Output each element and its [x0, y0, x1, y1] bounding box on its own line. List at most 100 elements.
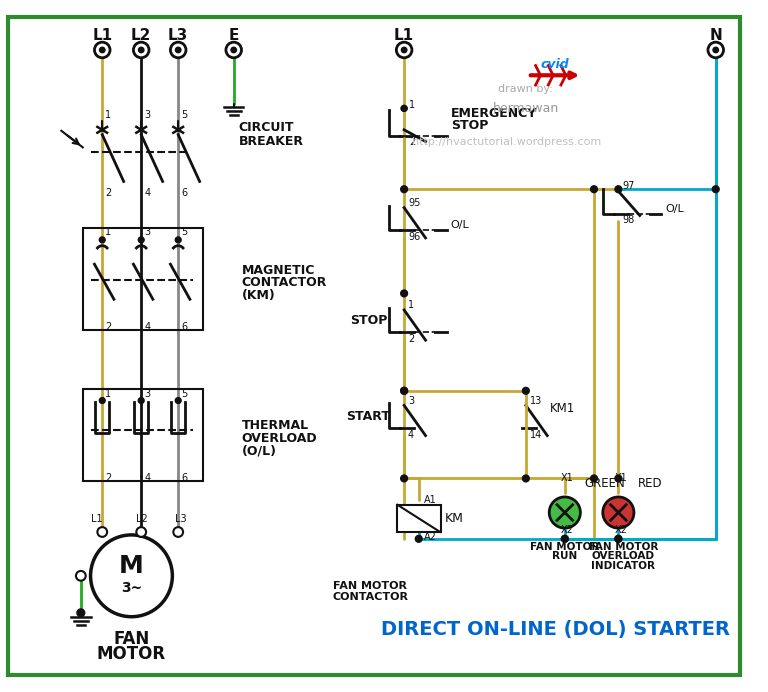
Text: 5: 5: [181, 389, 187, 399]
Text: KM: KM: [445, 512, 464, 525]
Text: 3: 3: [144, 389, 151, 399]
Text: MOTOR: MOTOR: [97, 645, 166, 663]
Text: FAN MOTOR: FAN MOTOR: [530, 542, 600, 552]
Text: STOP: STOP: [451, 120, 488, 132]
Circle shape: [175, 398, 181, 403]
Text: L3: L3: [168, 28, 188, 43]
Text: 4: 4: [408, 430, 414, 439]
Text: 3: 3: [144, 227, 151, 237]
Text: O/L: O/L: [451, 220, 469, 230]
Circle shape: [401, 290, 408, 297]
Circle shape: [175, 237, 181, 243]
Text: 6: 6: [181, 188, 187, 198]
Text: 6: 6: [181, 473, 187, 484]
Circle shape: [522, 388, 529, 394]
Text: cvid: cvid: [541, 58, 569, 71]
Text: CONTACTOR: CONTACTOR: [332, 592, 408, 602]
Text: 4: 4: [144, 322, 151, 332]
Text: 2: 2: [105, 188, 111, 198]
Text: 4: 4: [144, 473, 151, 484]
Text: OVERLOAD: OVERLOAD: [241, 432, 317, 445]
Text: OVERLOAD: OVERLOAD: [591, 552, 655, 561]
Circle shape: [561, 536, 568, 543]
Circle shape: [138, 47, 144, 53]
Text: INDICATOR: INDICATOR: [591, 561, 655, 571]
Text: 3: 3: [408, 396, 414, 406]
Circle shape: [175, 47, 181, 53]
Circle shape: [396, 42, 412, 57]
Text: L1: L1: [91, 514, 102, 525]
Circle shape: [603, 497, 634, 528]
Circle shape: [134, 42, 149, 57]
Circle shape: [138, 237, 144, 243]
Text: 2: 2: [409, 138, 415, 147]
Text: hermawan: hermawan: [493, 102, 559, 115]
Text: 1: 1: [105, 110, 111, 120]
Text: 1: 1: [105, 389, 111, 399]
Bar: [83, 228, 203, 330]
Text: A2: A2: [424, 532, 436, 542]
Text: 2: 2: [105, 322, 111, 332]
Text: L2: L2: [131, 28, 151, 43]
Circle shape: [401, 388, 408, 394]
Circle shape: [615, 536, 622, 543]
Circle shape: [99, 237, 105, 243]
Circle shape: [402, 47, 407, 53]
Text: 14: 14: [530, 430, 542, 439]
Circle shape: [170, 42, 186, 57]
Text: O/L: O/L: [665, 203, 684, 214]
Text: 3: 3: [144, 110, 151, 120]
Text: 5: 5: [181, 227, 187, 237]
Circle shape: [226, 42, 241, 57]
Text: L3: L3: [175, 514, 187, 525]
Text: START: START: [346, 410, 389, 423]
Text: L2: L2: [137, 514, 148, 525]
Text: 3~: 3~: [121, 581, 142, 596]
Text: 1: 1: [409, 100, 415, 111]
Circle shape: [138, 398, 144, 403]
Circle shape: [91, 535, 172, 617]
Text: A1: A1: [424, 495, 436, 505]
Circle shape: [174, 527, 183, 537]
Circle shape: [561, 536, 568, 543]
Text: http://hvactutorial.wordpress.com: http://hvactutorial.wordpress.com: [412, 138, 601, 147]
Text: CIRCUIT: CIRCUIT: [239, 121, 294, 134]
Text: DIRECT ON-LINE (DOL) STARTER: DIRECT ON-LINE (DOL) STARTER: [381, 620, 730, 639]
Text: X2: X2: [614, 525, 627, 535]
Text: GREEN: GREEN: [584, 477, 625, 490]
Text: X1: X1: [614, 473, 627, 484]
Circle shape: [100, 47, 105, 53]
Circle shape: [77, 609, 84, 617]
Circle shape: [94, 42, 110, 57]
Circle shape: [401, 105, 407, 111]
Circle shape: [591, 475, 598, 482]
Circle shape: [615, 536, 622, 543]
Text: KM1: KM1: [550, 402, 575, 415]
Circle shape: [98, 527, 107, 537]
Circle shape: [231, 47, 237, 53]
Text: X1: X1: [561, 473, 574, 484]
Text: X2: X2: [561, 525, 574, 535]
Text: FAN MOTOR: FAN MOTOR: [333, 581, 407, 590]
Text: 1: 1: [105, 227, 111, 237]
Bar: [83, 389, 203, 482]
Text: EMERGENCY: EMERGENCY: [451, 107, 537, 120]
Circle shape: [708, 42, 723, 57]
Text: 6: 6: [181, 322, 187, 332]
Circle shape: [615, 186, 622, 192]
Text: N: N: [710, 28, 722, 43]
Text: THERMAL: THERMAL: [241, 419, 309, 432]
Text: 5: 5: [181, 110, 187, 120]
Circle shape: [615, 475, 622, 482]
Circle shape: [591, 186, 598, 192]
Text: RED: RED: [638, 477, 663, 490]
Text: FAN: FAN: [114, 630, 150, 648]
Circle shape: [401, 475, 408, 482]
Circle shape: [401, 388, 408, 394]
Text: E: E: [229, 28, 239, 43]
Text: CONTACTOR: CONTACTOR: [241, 276, 327, 289]
Circle shape: [415, 536, 422, 543]
Text: M: M: [119, 554, 144, 578]
Bar: [397, 504, 441, 532]
Circle shape: [76, 571, 86, 581]
